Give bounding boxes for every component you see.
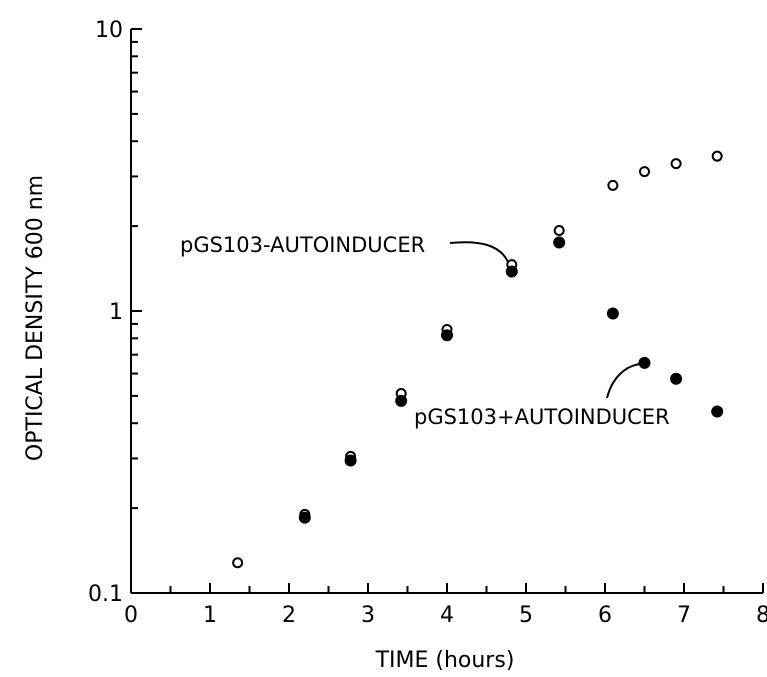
x-tick-label: 5 bbox=[519, 603, 533, 628]
data-point-plus-autoinducer bbox=[553, 236, 566, 249]
y-tick-label: 10 bbox=[95, 18, 123, 43]
y-tick-label: 1 bbox=[109, 300, 123, 325]
x-tick-label: 3 bbox=[361, 603, 375, 628]
y-tick-label: 0.1 bbox=[88, 582, 123, 607]
data-point-minus-autoinducer bbox=[607, 179, 619, 191]
y-axis-title: OPTICAL DENSITY 600 nm bbox=[23, 175, 48, 461]
chart-tick-labels: 0 1 2 3 4 5 6 7 8 0.1 1 10 bbox=[88, 18, 767, 628]
data-point-plus-autoinducer bbox=[638, 356, 651, 369]
annotation-minus-arrow bbox=[449, 241, 509, 263]
data-point-plus-autoinducer bbox=[441, 329, 453, 342]
chart-ticks bbox=[130, 28, 764, 594]
x-tick-label: 8 bbox=[756, 603, 767, 628]
data-point-plus-autoinducer bbox=[505, 265, 518, 278]
data-point-plus-autoinducer bbox=[606, 307, 619, 320]
data-point-plus-autoinducer bbox=[298, 511, 311, 524]
x-tick-label: 7 bbox=[677, 603, 691, 628]
annotation-plus-arrow bbox=[606, 363, 641, 399]
data-point-plus-autoinducer bbox=[670, 372, 683, 385]
x-axis-title: TIME (hours) bbox=[375, 648, 515, 673]
x-tick-label: 2 bbox=[282, 603, 296, 628]
data-point-minus-autoinducer bbox=[711, 150, 723, 162]
data-point-minus-autoinducer bbox=[232, 557, 244, 569]
data-point-minus-autoinducer bbox=[639, 166, 650, 178]
chart-points bbox=[232, 150, 724, 569]
data-point-minus-autoinducer bbox=[670, 158, 682, 170]
annotation-minus-label: pGS103-AUTOINDUCER bbox=[180, 233, 425, 257]
data-point-plus-autoinducer bbox=[395, 394, 408, 407]
x-tick-label: 0 bbox=[124, 603, 138, 628]
x-tick-label: 4 bbox=[440, 603, 454, 628]
chart-axes bbox=[130, 29, 763, 594]
x-tick-label: 1 bbox=[203, 603, 217, 628]
x-tick-label: 6 bbox=[598, 603, 612, 628]
data-point-plus-autoinducer bbox=[711, 405, 724, 418]
annotation-minus: pGS103-AUTOINDUCER bbox=[180, 233, 509, 263]
data-point-plus-autoinducer bbox=[344, 454, 357, 467]
data-point-minus-autoinducer bbox=[553, 224, 565, 236]
annotation-plus-label: pGS103+AUTOINDUCER bbox=[414, 405, 670, 429]
annotation-plus: pGS103+AUTOINDUCER bbox=[414, 363, 670, 429]
